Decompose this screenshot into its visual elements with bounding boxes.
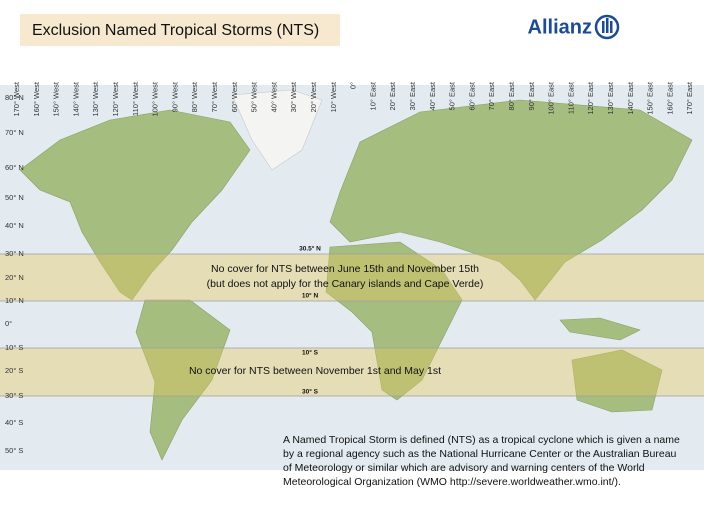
longitude-label: 60° East [467, 81, 476, 110]
land [19, 99, 693, 461]
longitude-label: 100° West [151, 81, 160, 116]
latitude-label: 10° N [5, 296, 24, 305]
band-lines [0, 253, 704, 397]
longitude-label: 40° West [269, 81, 278, 112]
longitude-label: 50° West [250, 81, 259, 112]
longitude-label: 20° East [388, 81, 397, 110]
longitude-label: 10° East [368, 81, 377, 110]
longitude-label: 110° East [566, 81, 575, 114]
latitude-label: 50° N [5, 193, 24, 202]
greenland [231, 89, 323, 171]
latitude-label: 20° S [5, 366, 23, 375]
logo-bars [602, 18, 613, 33]
north-exclusion-band [0, 254, 704, 301]
indonesia [559, 317, 641, 341]
logo-bar [606, 18, 609, 33]
longitude-label: 120° West [111, 81, 120, 116]
south-exclusion-band [0, 348, 704, 396]
north-america [19, 109, 251, 301]
longitude-label: 30° East [408, 81, 417, 110]
latitude-label: 0° [5, 319, 12, 328]
latitude-label: 40° S [5, 418, 23, 427]
south-america [135, 299, 231, 461]
eurasia [329, 99, 693, 301]
footer-text: Meteorological Organization (WMO http://… [283, 476, 621, 488]
longitude-label: 150° West [52, 81, 61, 116]
longitude-label: 120° East [586, 81, 595, 115]
latitude-label: 80° N [5, 93, 24, 102]
longitude-label: 130° West [91, 81, 100, 116]
longitude-label: 150° East [646, 81, 655, 115]
footer-text: A Named Tropical Storm is defined (NTS) … [283, 434, 680, 446]
latitude-label: 70° N [5, 128, 24, 137]
longitude-label: 70° West [210, 81, 219, 112]
title: Exclusion Named Tropical Storms (NTS) [32, 22, 319, 39]
longitude-label: 100° East [547, 81, 556, 115]
africa [325, 241, 463, 401]
longitude-label: 60° West [230, 81, 239, 112]
longitude-label: 40° East [428, 81, 437, 110]
longitude-label: 80° East [507, 81, 516, 110]
longitude-label: 160° East [665, 81, 674, 115]
south-note: No cover for NTS between November 1st an… [189, 365, 441, 377]
longitude-label: 0° [349, 82, 358, 89]
band-label: 30° S [302, 388, 319, 396]
band-label: 10° S [302, 349, 319, 357]
longitude-label: 70° East [487, 81, 496, 110]
latitude-label: 60° N [5, 163, 24, 172]
latitude-label: 30° S [5, 391, 23, 400]
logo-bar [610, 21, 613, 33]
australia [571, 349, 663, 413]
longitude-label: 10° West [329, 81, 338, 112]
north-note: No cover for NTS between June 15th and N… [211, 263, 479, 275]
latitude-label: 40° N [5, 221, 24, 230]
longitude-label: 90° West [170, 81, 179, 112]
footer-text: by a regional agency such as the Nationa… [283, 448, 677, 460]
longitude-label: 50° East [448, 81, 457, 110]
longitude-label: 20° West [309, 81, 318, 112]
longitude-label: 30° West [289, 81, 298, 112]
longitude-label: 140° West [71, 81, 80, 116]
band-label: 10° N [302, 292, 319, 300]
longitude-label: 110° West [131, 81, 140, 116]
latitude-label: 50° S [5, 446, 23, 455]
logo-icon [594, 14, 620, 40]
logo-text: Allianz [528, 16, 592, 38]
longitude-label: 170° East [685, 81, 694, 115]
longitude-label: 140° East [626, 81, 635, 115]
longitude-label: 170° West [12, 81, 21, 116]
latitude-label: 10° S [5, 343, 23, 352]
longitude-label: 160° West [32, 81, 41, 116]
latitude-label: 30° N [5, 249, 24, 258]
longitude-label: 80° West [190, 81, 199, 112]
latitude-label: 20° N [5, 273, 24, 282]
longitude-label: 90° East [527, 81, 536, 110]
north-note: (but does not apply for the Canary islan… [207, 278, 484, 290]
longitude-label: 130° East [606, 81, 615, 115]
band-label: 30.5° N [299, 245, 321, 253]
title-box [20, 14, 340, 46]
logo-bar [602, 21, 605, 33]
footer-text: of Meteorology or similar which are advi… [283, 462, 645, 474]
